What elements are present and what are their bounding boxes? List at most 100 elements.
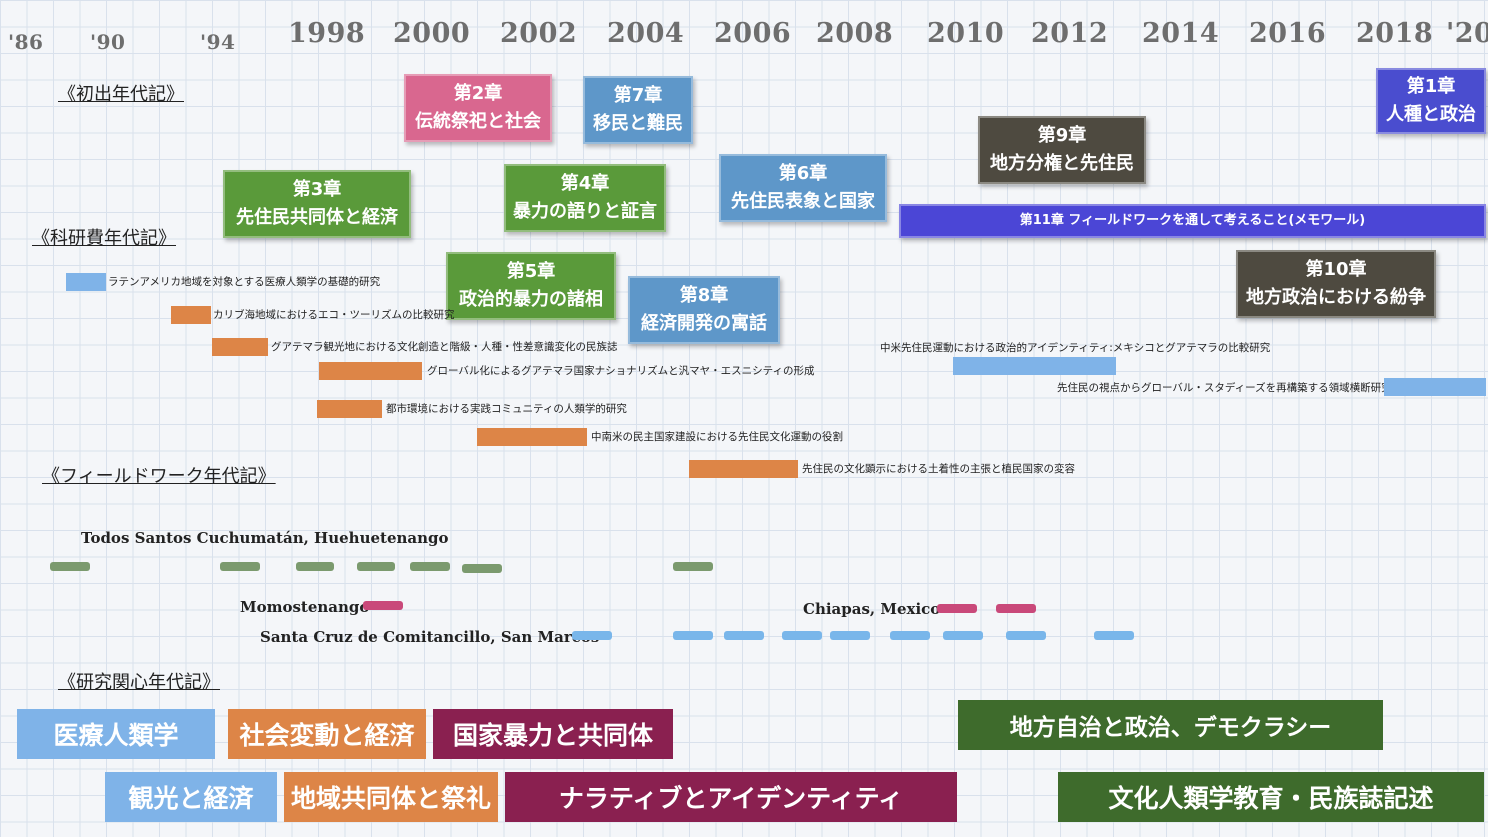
fieldwork-mark: [890, 631, 930, 640]
grant-label: 中南米の民主国家建設における先住民文化運動の役割: [591, 431, 843, 443]
chapter-1-box: 第1章 人種と政治: [1376, 68, 1486, 134]
year-label: '90: [90, 30, 126, 54]
grant-bar: [953, 357, 1116, 375]
place-santa-cruz: Santa Cruz de Comitancillo, San Marcos: [260, 628, 600, 646]
chapter-number: 第4章: [560, 173, 610, 194]
chapter-3-box: 第3章 先住民共同体と経済: [223, 170, 411, 238]
chapter-title: 暴力の語りと証言: [513, 201, 657, 222]
fieldwork-mark: [673, 631, 713, 640]
grant-bar: [66, 273, 106, 291]
grant-label: ラテンアメリカ地域を対象とする医療人類学の基礎的研究: [108, 276, 381, 288]
chapter-number: 第2章: [453, 83, 503, 104]
chapter-title: 地方分権と先住民: [990, 153, 1134, 174]
chapter-number: 第9章: [1037, 125, 1087, 146]
year-label: 1998: [288, 18, 366, 49]
fieldwork-mark: [363, 601, 403, 610]
grant-bar: [319, 362, 422, 380]
fieldwork-mark: [996, 604, 1036, 613]
grant-bar: [171, 306, 211, 324]
chapter-2-box: 第2章 伝統祭祀と社会: [404, 74, 552, 142]
interest-community-ritual: 地域共同体と祭礼: [284, 772, 498, 822]
year-label: 2018: [1356, 18, 1434, 49]
chapter-number: 第1章: [1406, 76, 1456, 97]
chapter-number: 第6章: [778, 163, 828, 184]
section-interests: 《研究関心年代記》: [58, 672, 220, 693]
chapter-number: 第10章: [1305, 259, 1367, 280]
year-label: 2008: [816, 18, 894, 49]
interest-anthropology-education: 文化人類学教育・民族誌記述: [1058, 772, 1484, 822]
year-label: 2014: [1142, 18, 1220, 49]
fieldwork-mark: [50, 562, 90, 571]
chapter-number: 第7章: [613, 85, 663, 106]
grant-label: カリブ海地域におけるエコ・ツーリズムの比較研究: [213, 309, 455, 321]
chapter-5-box: 第5章 政治的暴力の諸相: [446, 252, 616, 320]
interest-local-autonomy-politics: 地方自治と政治、デモクラシー: [958, 700, 1383, 750]
chapter-9-box: 第9章 地方分権と先住民: [978, 116, 1146, 184]
chapter-title: 政治的暴力の諸相: [459, 289, 603, 310]
year-label: '94: [200, 30, 236, 54]
interest-social-change-economy: 社会変動と経済: [228, 709, 426, 759]
chapter-8-box: 第8章 経済開発の寓話: [628, 276, 780, 344]
year-label: 2004: [607, 18, 685, 49]
year-label: 2010: [927, 18, 1005, 49]
fieldwork-mark: [220, 562, 260, 571]
grant-label: 中米先住民運動における政治的アイデンティティ:メキシコとグアテマラの比較研究: [880, 342, 1271, 354]
grant-bar: [689, 460, 798, 478]
fieldwork-mark: [937, 604, 977, 613]
chapter-title: 先住民表象と国家: [731, 191, 875, 212]
chapter-7-box: 第7章 移民と難民: [583, 76, 693, 144]
grant-label: グアテマラ観光地における文化創造と階級・人種・性差意識変化の民族誌: [271, 341, 618, 353]
chapter-6-box: 第6章 先住民表象と国家: [719, 154, 887, 222]
chapter-title: 移民と難民: [593, 113, 683, 134]
fieldwork-mark: [410, 562, 450, 571]
section-first-publication: 《初出年代記》: [58, 84, 184, 105]
grant-label: 都市環境における実践コミュニティの人類学的研究: [386, 403, 627, 415]
fieldwork-mark: [943, 631, 983, 640]
section-grants: 《科研費年代記》: [32, 228, 176, 249]
chapter-number: 第5章: [506, 261, 556, 282]
year-label: '86: [8, 30, 44, 54]
fieldwork-mark: [1006, 631, 1046, 640]
fieldwork-mark: [572, 631, 612, 640]
chapter-title: 先住民共同体と経済: [236, 207, 398, 228]
chapter-title: 地方政治における紛争: [1246, 287, 1426, 308]
chapter-10-box: 第10章 地方政治における紛争: [1236, 250, 1436, 318]
fieldwork-mark: [782, 631, 822, 640]
section-fieldwork: 《フィールドワーク年代記》: [42, 466, 276, 487]
grant-label: 先住民の文化顕示における土着性の主張と植民国家の変容: [802, 463, 1075, 475]
year-label: 2000: [393, 18, 471, 49]
place-todos-santos: Todos Santos Cuchumatán, Huehuetenango: [81, 529, 449, 547]
year-label: 2006: [714, 18, 792, 49]
chapter-11-bar: 第11章 フィールドワークを通して考えること(メモワール): [899, 204, 1486, 238]
place-chiapas: Chiapas, Mexico: [803, 600, 941, 618]
place-momostenango: Momostenango: [240, 598, 370, 616]
chapter-title: 伝統祭祀と社会: [415, 111, 541, 132]
fieldwork-mark: [357, 562, 395, 571]
fieldwork-mark: [462, 564, 502, 573]
grant-label: グローバル化によるグアテマラ国家ナショナリズムと汎マヤ・エスニシティの形成: [427, 365, 815, 377]
grant-bar: [317, 400, 382, 418]
year-label: '20: [1446, 18, 1488, 49]
grant-label: 先住民の視点からグローバル・スタディーズを再構築する領域横断研究: [1057, 382, 1392, 394]
interest-medical-anthropology: 医療人類学: [17, 709, 215, 759]
fieldwork-mark: [724, 631, 764, 640]
grant-bar: [477, 428, 587, 446]
interest-narrative-identity: ナラティブとアイデンティティ: [505, 772, 957, 822]
interest-state-violence-community: 国家暴力と共同体: [433, 709, 673, 759]
chapter-4-box: 第4章 暴力の語りと証言: [504, 164, 666, 232]
grant-bar: [212, 338, 268, 356]
chapter-11-label: 第11章 フィールドワークを通して考えること(メモワール): [1019, 213, 1366, 228]
fieldwork-mark: [830, 631, 870, 640]
year-label: 2002: [500, 18, 578, 49]
chapter-number: 第8章: [679, 285, 729, 306]
chapter-title: 人種と政治: [1386, 104, 1476, 125]
chapter-title: 経済開発の寓話: [641, 313, 767, 334]
fieldwork-mark: [1094, 631, 1134, 640]
year-label: 2016: [1249, 18, 1327, 49]
chapter-number: 第3章: [292, 179, 342, 200]
grant-bar: [1384, 378, 1486, 396]
fieldwork-mark: [673, 562, 713, 571]
fieldwork-mark: [296, 562, 334, 571]
interest-tourism-economy: 観光と経済: [105, 772, 277, 822]
year-label: 2012: [1031, 18, 1109, 49]
